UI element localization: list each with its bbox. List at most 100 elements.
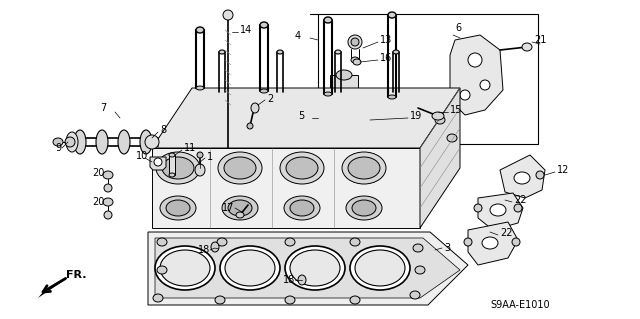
Ellipse shape: [162, 157, 194, 179]
Ellipse shape: [350, 238, 360, 246]
Ellipse shape: [460, 90, 470, 100]
Ellipse shape: [169, 173, 175, 177]
Ellipse shape: [104, 184, 112, 192]
Ellipse shape: [388, 95, 396, 99]
Ellipse shape: [215, 296, 225, 304]
Text: 3: 3: [444, 243, 450, 253]
Ellipse shape: [157, 238, 167, 246]
Ellipse shape: [365, 110, 375, 120]
Ellipse shape: [96, 130, 108, 154]
Polygon shape: [450, 35, 503, 115]
Ellipse shape: [223, 10, 233, 20]
Ellipse shape: [103, 198, 113, 206]
Ellipse shape: [286, 157, 318, 179]
Text: 6: 6: [455, 23, 461, 33]
Text: 1: 1: [207, 152, 213, 162]
Ellipse shape: [335, 50, 341, 54]
Ellipse shape: [512, 238, 520, 246]
Ellipse shape: [298, 275, 306, 285]
Ellipse shape: [324, 17, 332, 23]
Ellipse shape: [277, 50, 283, 54]
Ellipse shape: [280, 152, 324, 184]
Ellipse shape: [103, 171, 113, 179]
Ellipse shape: [350, 296, 360, 304]
Text: 11: 11: [184, 143, 196, 153]
Ellipse shape: [166, 200, 190, 216]
Ellipse shape: [285, 296, 295, 304]
Ellipse shape: [219, 50, 225, 54]
Ellipse shape: [522, 43, 532, 51]
Ellipse shape: [160, 196, 196, 220]
Ellipse shape: [260, 22, 268, 28]
Ellipse shape: [160, 250, 210, 286]
Ellipse shape: [236, 212, 244, 218]
Bar: [329, 95, 361, 105]
Ellipse shape: [447, 134, 457, 142]
Bar: [325, 90, 365, 140]
Text: 22: 22: [514, 195, 527, 205]
Ellipse shape: [413, 244, 423, 252]
Text: 13: 13: [380, 35, 392, 45]
Ellipse shape: [464, 238, 472, 246]
Ellipse shape: [140, 130, 152, 154]
Ellipse shape: [285, 246, 345, 290]
Ellipse shape: [157, 266, 167, 274]
Ellipse shape: [154, 158, 162, 166]
Polygon shape: [478, 193, 523, 230]
Ellipse shape: [350, 246, 410, 290]
Ellipse shape: [220, 246, 280, 290]
Bar: [169, 155, 175, 175]
Ellipse shape: [474, 204, 482, 212]
Polygon shape: [500, 155, 545, 198]
Ellipse shape: [74, 130, 86, 154]
Ellipse shape: [468, 53, 482, 67]
Bar: [329, 110, 361, 120]
Ellipse shape: [196, 27, 204, 33]
Text: 18: 18: [198, 245, 211, 255]
Ellipse shape: [197, 152, 203, 158]
Ellipse shape: [156, 152, 200, 184]
Ellipse shape: [217, 238, 227, 246]
Text: 12: 12: [557, 165, 570, 175]
Polygon shape: [420, 88, 460, 228]
Text: 18: 18: [283, 275, 295, 285]
Bar: [329, 125, 361, 135]
Ellipse shape: [285, 238, 295, 246]
Ellipse shape: [222, 196, 258, 220]
Ellipse shape: [348, 157, 380, 179]
Text: 10: 10: [136, 151, 148, 161]
Ellipse shape: [224, 157, 256, 179]
Ellipse shape: [415, 266, 425, 274]
Text: 20: 20: [92, 168, 104, 178]
Bar: [330, 75, 358, 90]
Ellipse shape: [324, 92, 332, 96]
Ellipse shape: [514, 172, 530, 184]
Text: 5: 5: [298, 111, 304, 121]
Polygon shape: [155, 238, 460, 298]
Text: 8: 8: [160, 125, 166, 135]
Ellipse shape: [251, 103, 259, 113]
Text: 22: 22: [500, 228, 513, 238]
Ellipse shape: [53, 138, 63, 146]
Ellipse shape: [348, 35, 362, 49]
Polygon shape: [152, 148, 420, 228]
Ellipse shape: [195, 164, 205, 176]
Ellipse shape: [196, 86, 204, 90]
Ellipse shape: [435, 116, 445, 124]
Text: 4: 4: [295, 31, 301, 41]
Text: FR.: FR.: [66, 270, 86, 280]
Ellipse shape: [480, 80, 490, 90]
Ellipse shape: [218, 152, 262, 184]
Polygon shape: [152, 88, 460, 148]
Text: 7: 7: [100, 103, 106, 113]
Ellipse shape: [388, 12, 396, 18]
Text: 19: 19: [410, 111, 422, 121]
Ellipse shape: [432, 112, 444, 120]
Text: 16: 16: [380, 53, 392, 63]
Ellipse shape: [290, 250, 340, 286]
Ellipse shape: [355, 250, 405, 286]
Ellipse shape: [352, 200, 376, 216]
Polygon shape: [468, 222, 518, 265]
Ellipse shape: [336, 70, 352, 80]
Text: S9AA-E1010: S9AA-E1010: [490, 300, 550, 310]
